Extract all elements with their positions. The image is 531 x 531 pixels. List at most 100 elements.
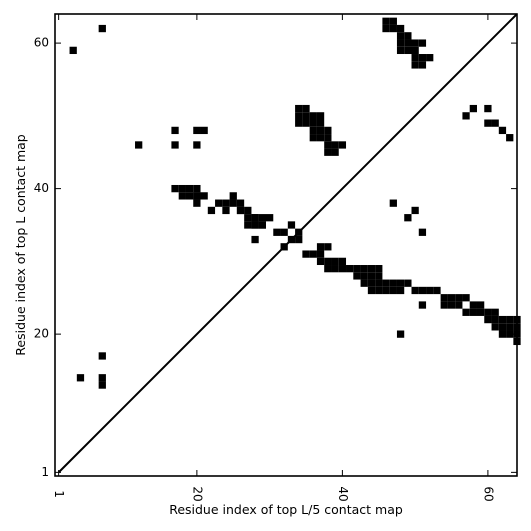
contact-cell-lower	[316, 257, 325, 266]
contact-cell-lower	[498, 323, 507, 331]
contact-cell-lower	[418, 286, 427, 295]
contact-cell-upper	[193, 141, 201, 149]
contact-cell-lower	[367, 286, 376, 295]
contact-cell-upper	[324, 148, 332, 156]
y-axis-label: Residue index of top L contact map	[13, 134, 28, 355]
contact-cell-upper	[302, 112, 310, 120]
contact-cell-upper	[309, 119, 317, 127]
contact-cell-lower	[193, 184, 201, 193]
x-tick-label: 60	[481, 486, 495, 501]
contact-cell-upper	[411, 206, 419, 215]
contact-cell-lower	[185, 192, 194, 200]
contact-cell-upper	[244, 206, 252, 215]
contact-cells	[69, 17, 521, 389]
contact-cell-upper	[295, 104, 303, 113]
contact-cell-upper	[382, 17, 390, 25]
contact-cell-lower	[367, 272, 376, 280]
y-tick-label: 1	[41, 465, 49, 479]
x-tick-label: 1	[52, 490, 66, 498]
contact-cell-upper	[295, 112, 303, 120]
contact-cell-lower	[295, 235, 303, 244]
contact-cell-lower	[324, 257, 332, 266]
contact-cell-upper	[244, 221, 252, 229]
contact-cell-upper	[426, 54, 434, 62]
contact-cell-upper	[411, 46, 419, 55]
contact-cell-upper	[236, 199, 245, 207]
contact-cell-upper	[244, 214, 252, 222]
contact-cell-lower	[498, 315, 507, 324]
contact-cell-upper	[418, 61, 427, 69]
contact-cell-lower	[469, 308, 477, 316]
contact-cell-lower	[506, 330, 514, 338]
contact-cell-lower	[382, 279, 390, 287]
contact-cell-upper	[411, 39, 419, 47]
contact-cell-upper	[389, 17, 397, 25]
contact-cell-upper	[302, 104, 310, 113]
contact-cell-lower	[447, 294, 456, 302]
contact-cell-lower	[338, 265, 347, 273]
contact-cell-lower	[367, 279, 376, 287]
x-tick-label: 20	[190, 486, 204, 501]
contact-cell-lower	[506, 315, 514, 324]
contact-cell-upper	[316, 119, 325, 127]
contact-cell-lower	[476, 301, 485, 309]
contact-cell-upper	[229, 192, 237, 200]
contact-cell-lower	[447, 301, 456, 309]
contact-cell-upper	[404, 32, 412, 40]
contact-cell-lower	[178, 192, 186, 200]
contact-cell-upper	[309, 134, 317, 142]
contact-cell-upper	[404, 46, 412, 55]
contact-cell-lower	[396, 279, 405, 287]
contact-cell-lower	[258, 214, 266, 222]
contact-cell-upper	[411, 61, 419, 69]
contact-cell-lower	[426, 286, 434, 295]
contact-cell-lower	[462, 294, 470, 302]
contact-cell-upper	[411, 54, 419, 62]
contact-cell-upper	[316, 126, 325, 135]
y-tick-label: 40	[34, 181, 49, 195]
contact-cell-upper	[316, 134, 325, 142]
contact-cell-upper	[469, 104, 477, 113]
contact-cell-upper	[98, 352, 106, 360]
contact-cell-upper	[76, 374, 85, 382]
contact-cell-lower	[484, 315, 492, 324]
contact-cell-upper	[324, 141, 332, 149]
contact-cell-upper	[404, 214, 412, 222]
contact-cell-lower	[324, 265, 332, 273]
contact-cell-upper	[389, 199, 397, 207]
contact-cell-lower	[178, 184, 186, 193]
contact-cell-upper	[404, 39, 412, 47]
contact-cell-lower	[171, 184, 179, 193]
contact-cell-upper	[236, 206, 245, 215]
contact-cell-lower	[498, 330, 507, 338]
contact-cell-lower	[316, 243, 325, 251]
contact-cell-upper	[302, 119, 310, 127]
contact-cell-upper	[309, 126, 317, 135]
contact-cell-lower	[476, 308, 485, 316]
contact-cell-lower	[396, 286, 405, 295]
contact-cell-upper	[258, 221, 266, 229]
contact-cell-upper	[338, 141, 347, 149]
x-tick-label: 40	[336, 486, 350, 501]
contact-cell-upper	[396, 32, 405, 40]
contact-cell-lower	[331, 257, 339, 266]
contact-cell-upper	[251, 221, 259, 229]
contact-cell-lower	[375, 279, 383, 287]
contact-cell-upper	[396, 39, 405, 47]
contact-cell-lower	[484, 308, 492, 316]
contact-cell-upper	[324, 134, 332, 142]
contact-cell-lower	[265, 214, 274, 222]
contact-cell-lower	[418, 301, 427, 309]
contact-cell-lower	[331, 265, 339, 273]
contact-cell-upper	[418, 39, 427, 47]
y-tick-label: 20	[34, 327, 49, 341]
contact-cell-lower	[280, 228, 288, 236]
contact-cell-upper	[193, 126, 201, 135]
contact-cell-upper	[316, 112, 325, 120]
contact-cell-upper	[484, 119, 492, 127]
contact-cell-upper	[193, 199, 201, 207]
contact-cell-upper	[69, 46, 77, 55]
axis-ticks: 1 20 40 60 1 20 40 60	[34, 14, 517, 502]
contact-cell-lower	[491, 323, 499, 331]
